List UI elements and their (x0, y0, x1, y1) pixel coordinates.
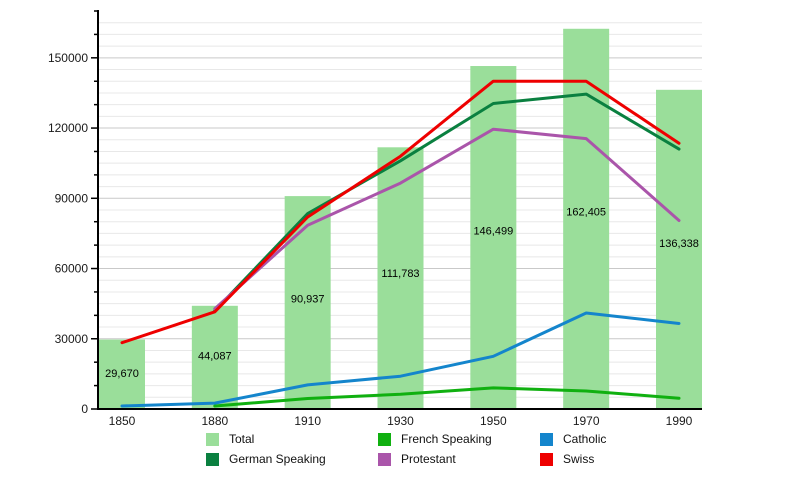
series-line-catholic (120, 311, 681, 408)
x-tick-label: 1990 (666, 414, 693, 426)
bar-value-label: 146,499 (473, 226, 513, 238)
x-tick-label: 1910 (294, 414, 321, 426)
x-tick-label: 1970 (573, 414, 600, 426)
legend-item-catholic: Catholic (540, 429, 606, 449)
bar-value-label: 162,405 (566, 206, 606, 218)
german-speaking-swatch (206, 452, 219, 466)
legend-label-swiss: Swiss (563, 452, 595, 466)
y-tick-label: 0 (81, 402, 88, 416)
series-line-swiss (120, 79, 681, 345)
x-tick-label: 1850 (109, 414, 136, 426)
bar-value-label: 90,937 (291, 293, 325, 305)
total-bar (470, 66, 517, 409)
series-line-protestant (213, 127, 681, 311)
legend-label-catholic: Catholic (563, 432, 607, 446)
bar-value-label: 44,087 (198, 350, 232, 362)
bar-value-label: 111,783 (381, 268, 419, 280)
y-tick-label: 60000 (55, 262, 89, 276)
bar-value-label: 136,338 (659, 238, 699, 250)
french-speaking-swatch (378, 432, 391, 446)
series-line-german-speaking (213, 92, 681, 313)
x-tick-label: 1880 (201, 414, 228, 426)
swiss-swatch (540, 452, 553, 466)
legend-item-protestant: Protestant (378, 449, 540, 469)
catholic-swatch (540, 432, 553, 446)
y-tick-label: 90000 (55, 191, 89, 205)
y-tick-label: 120000 (48, 121, 88, 135)
legend-label-protestant: Protestant (401, 452, 456, 466)
x-tick-label: 1930 (387, 414, 414, 426)
legend-label-german-speaking: German Speaking (229, 452, 326, 466)
total-bar (563, 28, 610, 409)
y-tick-label: 150000 (48, 51, 88, 65)
protestant-swatch (378, 452, 391, 466)
legend-item-french-speaking: French Speaking (378, 429, 540, 449)
legend-label-total: Total (229, 432, 255, 446)
legend-item-total: Total (206, 429, 378, 449)
x-tick-label: 1950 (480, 414, 507, 426)
legend-item-german-speaking: German Speaking (206, 449, 378, 469)
total-swatch (206, 432, 219, 446)
total-bar (191, 305, 238, 409)
legend-item-swiss: Swiss (540, 449, 606, 469)
series-line-french-speaking (213, 386, 681, 408)
chart-plot-area: 29,670 44,087 90,937 111,783 146,499 162,405 1… (48, 10, 702, 426)
total-bar (99, 339, 145, 409)
y-tick-label: 30000 (55, 332, 89, 346)
bar-value-label: 29,670 (105, 368, 139, 380)
legend-label-french-speaking: French Speaking (401, 432, 492, 446)
legend: Total German Speaking French Speaking Pr… (206, 429, 606, 469)
